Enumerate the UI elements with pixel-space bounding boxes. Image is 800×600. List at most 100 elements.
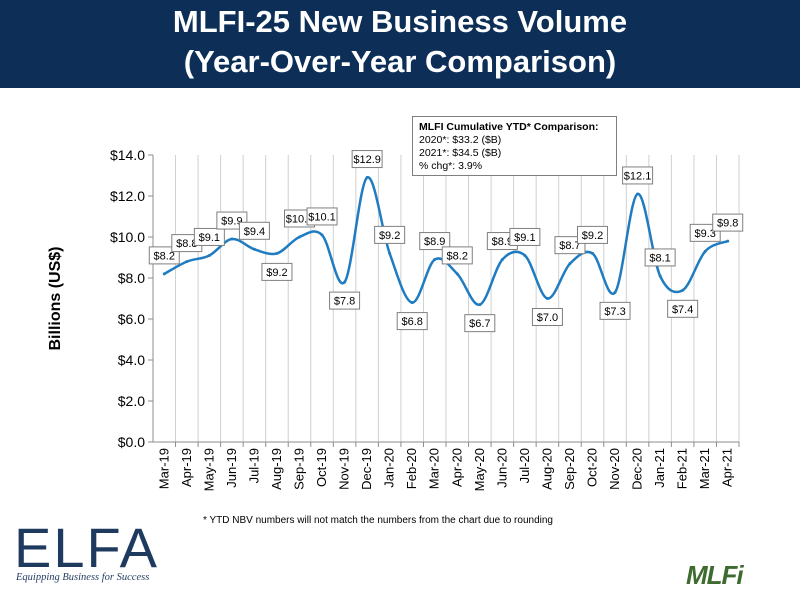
data-label: $9.4: [244, 226, 265, 238]
data-point: [365, 176, 369, 180]
data-point: [410, 301, 414, 305]
data-label: $9.9: [221, 216, 242, 228]
callout-line-pct-change: % chg*: 3.9%: [419, 160, 483, 172]
data-point: [478, 303, 482, 307]
data-label-box: [644, 248, 676, 267]
data-label-box: [396, 312, 428, 331]
data-label-box: [577, 225, 608, 244]
y-tick-label: $0.0: [118, 434, 145, 450]
x-tick-label: Nov-19: [337, 448, 352, 490]
x-tick-label: Apr-19: [179, 448, 194, 487]
data-point: [230, 237, 234, 241]
data-point: [658, 274, 662, 278]
x-tick-label: Sep-20: [562, 448, 577, 490]
data-point: [320, 233, 324, 237]
data-label-box: [712, 213, 744, 232]
y-tick-label: $10.0: [110, 229, 145, 245]
x-tick-label: Jan-20: [382, 448, 397, 488]
x-tick-label: May-20: [472, 448, 487, 491]
data-label: $9.2: [379, 230, 400, 242]
data-label: $12.1: [624, 170, 652, 182]
x-tick-label: Dec-20: [630, 448, 645, 490]
data-label: $9.3: [694, 228, 715, 240]
data-label: $7.3: [604, 306, 625, 318]
data-point: [343, 280, 347, 284]
data-point: [252, 247, 256, 251]
chart-title-line1: MLFI-25 New Business Volume: [172, 4, 628, 39]
data-label-box: [419, 232, 451, 251]
data-label: $8.2: [154, 250, 175, 262]
data-point: [568, 262, 572, 266]
data-point: [162, 272, 166, 276]
data-label-box: [622, 166, 654, 185]
data-label: $8.9: [424, 236, 445, 248]
data-label-box: [374, 225, 406, 244]
elfa-tagline: Equipping Business for Success: [16, 572, 150, 583]
x-tick-label: Feb-20: [404, 448, 419, 489]
callout-line-2021: 2021*: $34.5 ($B): [419, 147, 502, 159]
data-point: [703, 249, 707, 253]
data-label: $9.2: [582, 230, 603, 242]
y-tick-label: $8.0: [118, 270, 145, 286]
data-label: $9.1: [199, 232, 220, 244]
elfa-logo-text: ELFA: [14, 516, 159, 579]
data-label-box: [464, 314, 496, 333]
data-label-box: [599, 301, 631, 320]
y-axis-title: Billions (US$): [47, 246, 64, 350]
data-label: $8.1: [649, 252, 670, 264]
y-tick-label: $4.0: [118, 352, 145, 368]
x-tick-label: Oct-19: [314, 448, 329, 487]
data-point: [523, 253, 527, 257]
data-label: $7.0: [537, 312, 558, 324]
y-tick-label: $14.0: [110, 147, 145, 163]
data-label: $7.8: [334, 296, 355, 308]
data-label-box: [193, 227, 225, 246]
ytd-comparison-callout: MLFI Cumulative YTD* Comparison: 2020*: …: [412, 116, 617, 176]
x-tick-label: Aug-20: [539, 448, 554, 490]
x-tick-label: Mar-21: [697, 448, 712, 489]
x-tick-label: Aug-19: [269, 448, 284, 490]
data-point: [500, 258, 504, 262]
data-label-box: [667, 299, 699, 318]
data-label: $8.2: [447, 250, 468, 262]
data-label: $6.8: [401, 316, 422, 328]
elfa-logo: ELFA Equipping Business for Success: [14, 520, 174, 586]
x-tick-label: Sep-19: [292, 448, 307, 490]
data-label: $7.4: [672, 304, 693, 316]
data-label: $8.8: [176, 238, 197, 250]
data-label-box: [261, 262, 293, 281]
x-tick-label: Jun-19: [224, 448, 239, 488]
title-banner: MLFI-25 New Business Volume (Year-Over-Y…: [0, 0, 800, 88]
x-tick-label: Jan-21: [652, 448, 667, 488]
callout-line-2020: 2020*: $33.2 ($B): [419, 134, 502, 146]
data-label: $9.8: [717, 218, 738, 230]
data-point: [545, 297, 549, 300]
callout-title: MLFI Cumulative YTD* Comparison:: [419, 121, 599, 133]
data-label-box: [351, 150, 383, 169]
data-point: [207, 253, 211, 257]
data-label: $6.7: [469, 318, 490, 330]
data-point: [298, 235, 301, 239]
data-label-box: [531, 308, 563, 326]
data-label: $8.7: [559, 240, 580, 252]
y-tick-label: $6.0: [118, 311, 145, 327]
x-tick-label: Mar-20: [427, 448, 442, 489]
footnote: * YTD NBV numbers will not match the num…: [203, 515, 553, 526]
x-tick-label: Nov-20: [607, 448, 622, 490]
chart-title-line2: (Year-Over-Year Comparison): [183, 44, 617, 79]
y-tick-label: $2.0: [118, 393, 145, 409]
data-label: $9.1: [514, 232, 535, 244]
data-label-box: [306, 207, 338, 226]
data-point: [591, 251, 594, 255]
data-point: [455, 272, 459, 276]
data-point: [275, 251, 279, 255]
data-label-box: [238, 221, 270, 240]
data-label: $10.1: [308, 211, 336, 223]
x-tick-label: Feb-21: [675, 448, 690, 489]
x-tick-label: Jul-19: [246, 448, 261, 483]
data-point: [433, 258, 437, 262]
x-tick-label: Jul-20: [517, 448, 532, 483]
x-tick-label: Jun-20: [494, 448, 509, 488]
data-point: [388, 251, 392, 255]
data-point: [726, 239, 730, 243]
